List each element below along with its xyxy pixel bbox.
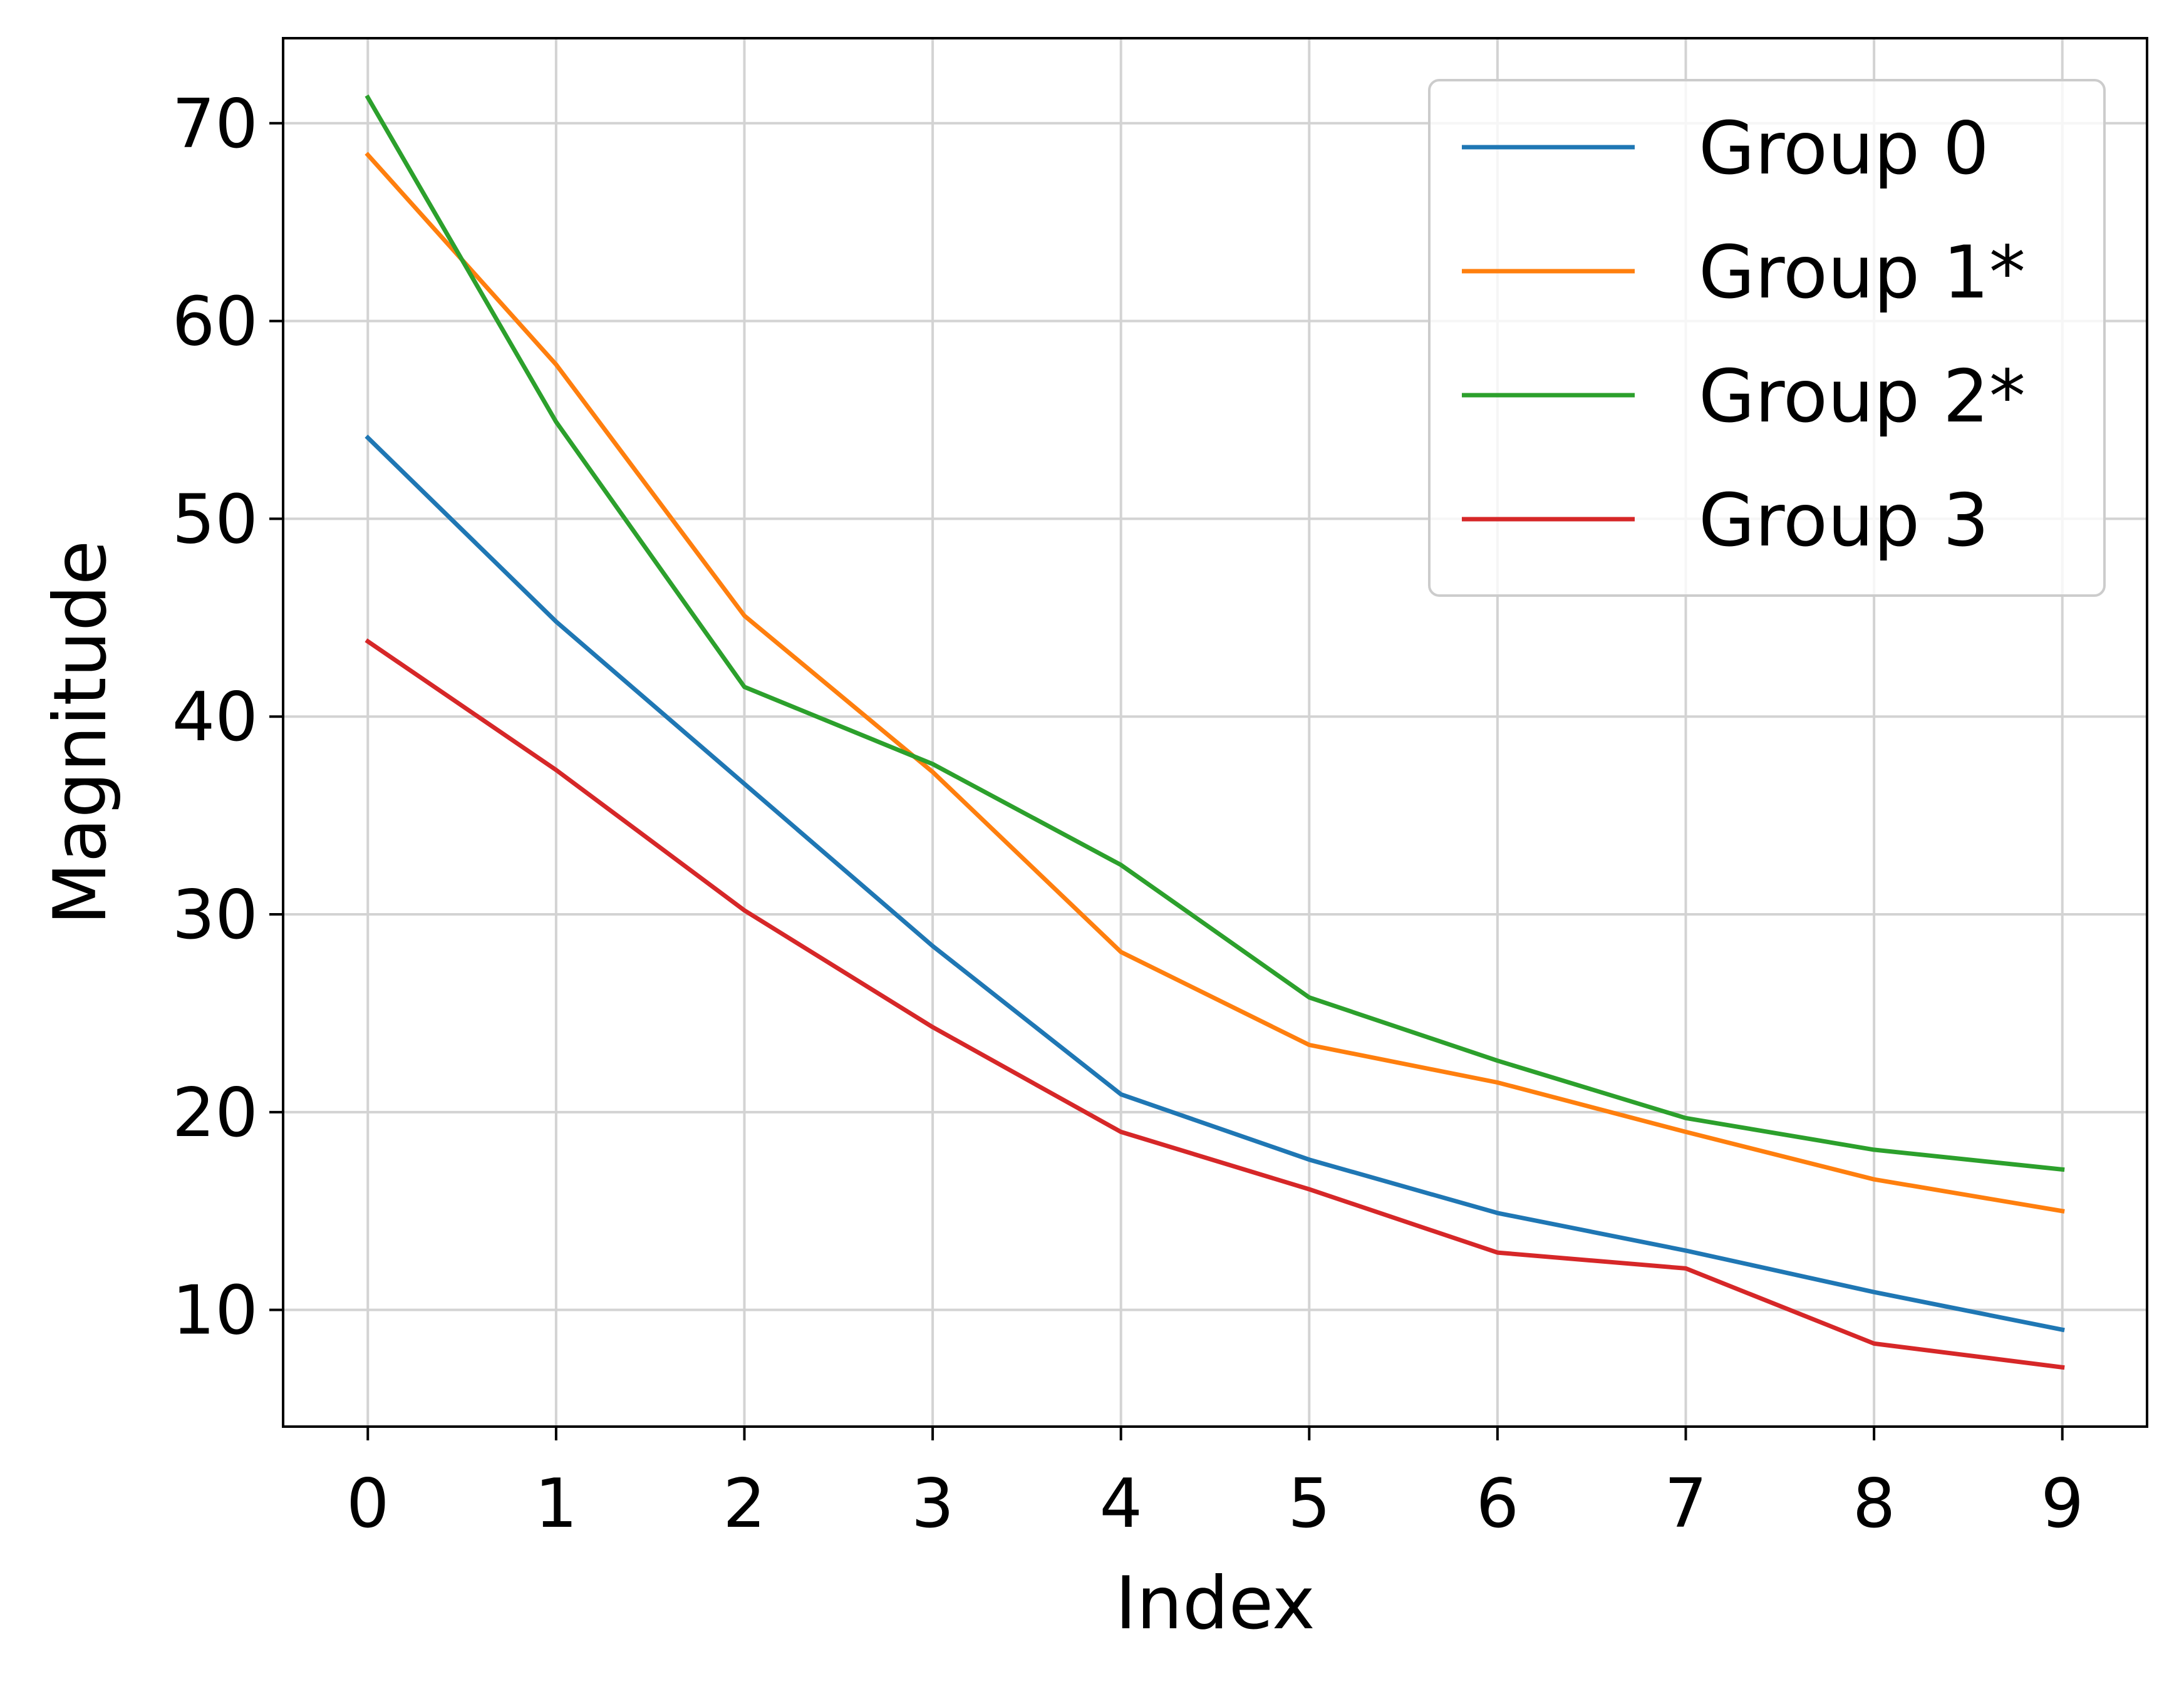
x-tick-label: 8 (1853, 1465, 1896, 1543)
x-tick-label: 5 (1288, 1465, 1331, 1543)
y-tick-label: 50 (172, 480, 258, 559)
legend: Group 0 Group 1* Group 2* Group 3 (1428, 79, 2106, 597)
y-tick-label: 20 (172, 1074, 258, 1152)
y-tick-label: 70 (172, 85, 258, 163)
series-line-3 (365, 638, 2065, 1370)
y-axis-title: Magnitude (38, 540, 123, 926)
series-line-2 (365, 94, 2065, 1172)
y-tick-label: 40 (172, 678, 258, 757)
y-tick-label: 10 (172, 1272, 258, 1350)
series-lines (365, 94, 2065, 1370)
legend-label-1: Group 1* (1699, 230, 2026, 315)
x-tick-label: 9 (2041, 1465, 2084, 1543)
axis-ticks: 0 1 2 3 4 5 6 7 8 9 10 20 30 40 50 60 70 (172, 85, 2084, 1543)
y-tick-label: 60 (172, 283, 258, 361)
x-tick-label: 4 (1099, 1465, 1142, 1543)
y-tick-label: 30 (172, 876, 258, 954)
x-tick-label: 3 (911, 1465, 955, 1543)
x-tick-label: 6 (1476, 1465, 1519, 1543)
x-tick-label: 7 (1664, 1465, 1707, 1543)
legend-label-0: Group 0 (1699, 106, 1989, 191)
plot-area-frame (282, 37, 2148, 1428)
x-tick-label: 0 (346, 1465, 390, 1543)
legend-box (1428, 79, 2106, 597)
x-tick-label: 2 (723, 1465, 766, 1543)
x-axis-title: Index (1115, 1561, 1315, 1646)
series-line-0 (365, 434, 2065, 1333)
series-line-1 (365, 152, 2065, 1214)
legend-label-3: Group 3 (1699, 478, 1989, 563)
x-tick-label: 1 (535, 1465, 578, 1543)
legend-label-2: Group 2* (1699, 354, 2026, 439)
